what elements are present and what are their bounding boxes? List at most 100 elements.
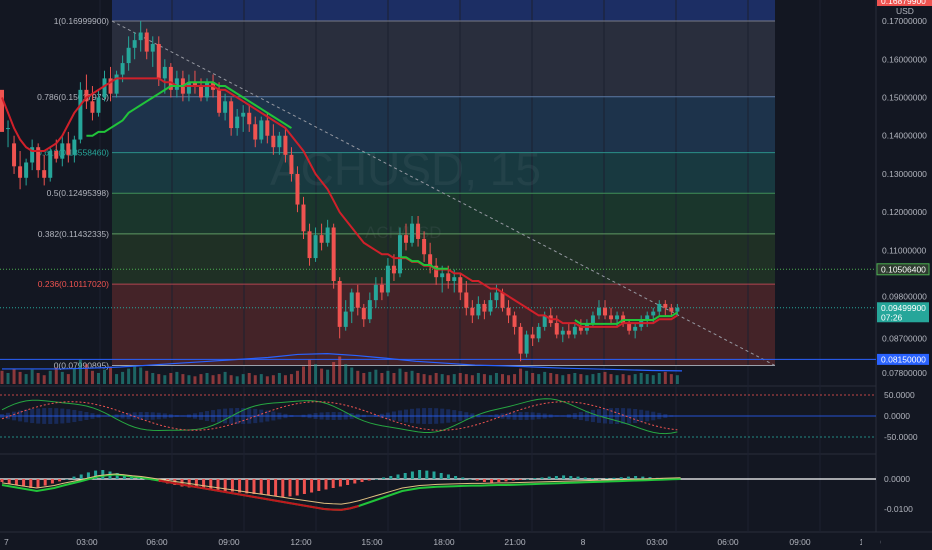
- time-tick-label: 09:00: [218, 537, 240, 547]
- volume-bar: [271, 375, 275, 384]
- macd-hist-bar: [461, 477, 465, 479]
- candle-body: [120, 63, 125, 75]
- volume-bar: [579, 374, 583, 384]
- time-axis[interactable]: 7 03:00 06:00 09:00 12:00 15:00 18:00 21:00 8 03:…: [4, 534, 881, 548]
- candle-body: [229, 101, 234, 129]
- volume-bar: [543, 371, 547, 384]
- oscillator-hist: [102, 415, 107, 417]
- macd-hist-bar: [590, 478, 594, 479]
- candle-body: [108, 78, 113, 94]
- fib-trendline[interactable]: [111, 20, 776, 366]
- candle-body: [156, 43, 161, 79]
- volume-bar: [18, 371, 22, 384]
- price-tick-label: 0.17000000: [882, 16, 927, 26]
- macd-hist-bar: [583, 477, 587, 479]
- pair-watermark: ACH/USD: [365, 223, 442, 242]
- volume-bar: [151, 373, 155, 384]
- candle-body: [144, 32, 149, 52]
- volume-bar: [277, 373, 281, 384]
- macd-hist-bar: [346, 479, 350, 485]
- price-axis[interactable]: 0.17000000 0.16000000 0.15000000 0.14000000…: [877, 0, 932, 514]
- oscillator-hist: [572, 413, 577, 419]
- volume-bar: [392, 373, 396, 384]
- candle-body: [223, 101, 228, 113]
- macd-hist-bar: [475, 479, 479, 481]
- oscillator-tick-label: -50.0000: [884, 432, 918, 442]
- volume-bar: [30, 369, 34, 384]
- candle-body: [633, 326, 638, 331]
- candle-body: [440, 273, 445, 278]
- time-tick-label: 21:00: [504, 537, 526, 547]
- candle-body: [36, 147, 41, 171]
- time-tick-label: 12:00: [290, 537, 312, 547]
- oscillator-hist: [578, 411, 583, 421]
- macd-hist-bar: [101, 470, 105, 479]
- fib-zone: [112, 284, 775, 366]
- macd-hist-bar: [562, 475, 566, 479]
- candle-body: [283, 135, 288, 155]
- candle-body: [422, 238, 427, 255]
- price-tick-label: 0.09800000: [882, 291, 927, 301]
- volume-bar: [12, 368, 16, 384]
- volume-bar: [187, 375, 191, 384]
- candle-body: [494, 292, 499, 301]
- candle-body: [96, 97, 101, 113]
- volume-bar: [380, 373, 384, 384]
- macd-hist-bar: [43, 479, 47, 486]
- oscillator-hist: [289, 415, 294, 417]
- candle-body: [596, 307, 601, 316]
- candle-body: [0, 89, 4, 132]
- volume-bar: [663, 371, 667, 384]
- volume-bar: [645, 374, 649, 384]
- oscillator-hist: [283, 413, 288, 419]
- fib-level-label: 0.5(0.12495398): [47, 188, 110, 198]
- volume-bar: [513, 374, 517, 384]
- oscillator-hist: [265, 410, 270, 422]
- volume-bar: [253, 375, 257, 384]
- time-tick-label: 15:00: [361, 537, 383, 547]
- macd-hist-bar: [540, 477, 544, 479]
- volume-bar: [627, 375, 631, 384]
- macd-hist-bar: [554, 476, 558, 479]
- volume-bar: [561, 375, 565, 384]
- price-badge: [877, 353, 929, 365]
- macd-hist-bar: [130, 476, 134, 479]
- oscillator-hist: [675, 415, 680, 417]
- macd-hist-bar: [295, 479, 299, 496]
- macd-hist-bar: [86, 472, 90, 479]
- oscillator-hist: [144, 412, 149, 420]
- volume-bar: [428, 375, 432, 384]
- price-badge: [877, 302, 929, 323]
- candle-body: [265, 120, 270, 136]
- volume-bar: [398, 368, 402, 384]
- oscillator-hist: [271, 411, 276, 421]
- macd-hist-bar: [281, 479, 285, 497]
- volume-bar: [247, 373, 251, 384]
- oscillator-hist: [669, 415, 674, 417]
- oscillator-hist: [343, 412, 348, 420]
- oscillator-hist: [530, 412, 535, 420]
- fib-zone: [112, 152, 775, 194]
- fib-level-label: 1(0.16999900): [54, 16, 109, 26]
- candle-body: [6, 128, 11, 130]
- oscillator-hist: [48, 408, 53, 424]
- macd-hist-bar: [382, 477, 386, 479]
- oscillator-hist: [464, 412, 469, 420]
- candle-body: [162, 66, 167, 79]
- oscillator-hist: [259, 409, 264, 423]
- oscillator-hist: [96, 414, 101, 418]
- candle-body: [42, 170, 47, 178]
- macd-hist-bar: [338, 479, 342, 487]
- volume-bar: [537, 374, 541, 384]
- volume-bar: [446, 375, 450, 384]
- macd-hist-bar: [259, 479, 263, 495]
- candle-body: [609, 315, 614, 320]
- oscillator-hist: [361, 414, 366, 418]
- fib-level-label: 0.786(0.15017973): [37, 92, 109, 102]
- oscillator-hist: [554, 415, 559, 417]
- fib-level-label: 0.382(0.11432335): [38, 229, 109, 239]
- volume-bar: [42, 375, 46, 384]
- macd-tick-label: -0.0100: [884, 504, 913, 514]
- macd-hist-bar: [58, 479, 62, 482]
